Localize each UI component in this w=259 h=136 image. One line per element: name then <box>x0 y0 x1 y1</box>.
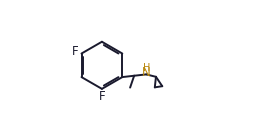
Text: F: F <box>99 90 105 103</box>
Text: N: N <box>142 66 151 79</box>
Text: H: H <box>142 63 150 73</box>
Text: F: F <box>72 45 79 58</box>
